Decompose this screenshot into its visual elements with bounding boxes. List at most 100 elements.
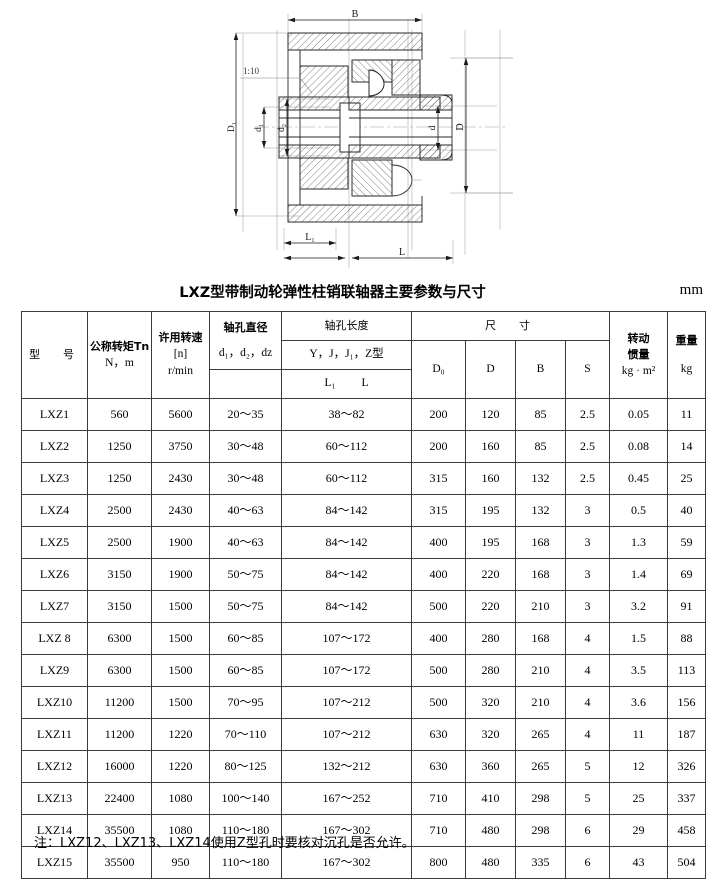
cell-torque: 35500 <box>87 814 152 847</box>
header-inertia-line2: 惯量 <box>627 347 650 361</box>
table-title-row: LXZ型带制动轮弹性柱销联轴器主要参数与尺寸 mm <box>0 281 725 307</box>
cell-bore_dia: 30～48 <box>209 430 282 463</box>
cell-model: LXZ15 <box>21 846 88 879</box>
cell-D0: 200 <box>411 430 466 463</box>
cell-D: 360 <box>465 750 516 783</box>
cell-D0: 710 <box>411 814 466 847</box>
header-moment-of-inertia: 转动 惯量 kg · m² <box>609 311 668 399</box>
cell-D: 160 <box>465 462 516 495</box>
cell-bore_len: 107～212 <box>281 686 412 719</box>
cell-weight: 88 <box>667 622 706 655</box>
cell-inertia: 0.05 <box>609 398 668 431</box>
table-row: LXZ2 1250 3750 30～48 60～112 200 160 85 2.5 0.08 14 <box>21 430 706 463</box>
cell-model: LXZ2 <box>21 430 88 463</box>
cell-speed: 1500 <box>151 590 210 623</box>
cell-speed: 3750 <box>151 430 210 463</box>
cell-inertia: 0.45 <box>609 462 668 495</box>
header-weight-unit: kg <box>680 362 693 375</box>
cell-inertia: 25 <box>609 782 668 815</box>
coupling-spec-table: 型 号 公称转矩Tn N，m 许用转速 [n] r/min 轴孔直径 d₁，d₂… <box>21 311 706 879</box>
cell-D0: 800 <box>411 846 466 879</box>
cell-D0: 200 <box>411 398 466 431</box>
table-row: LXZ9 6300 1500 60～85 107～172 500 280 210 4 3.5 113 <box>21 654 706 687</box>
cell-inertia: 1.3 <box>609 526 668 559</box>
page-title: LXZ型带制动轮弹性柱销联轴器主要参数与尺寸 <box>179 285 486 301</box>
header-S: S <box>565 340 610 399</box>
cell-speed: 1500 <box>151 686 210 719</box>
header-row-bottom: L₁ L <box>22 369 706 399</box>
cell-torque: 1250 <box>87 430 152 463</box>
dim-label-L: L <box>399 247 405 258</box>
cell-speed: 1500 <box>151 622 210 655</box>
cell-bore_dia: 40～63 <box>209 526 282 559</box>
cell-bore_dia: 100～140 <box>209 782 282 815</box>
cell-speed: 1900 <box>151 558 210 591</box>
header-weight: 重量 kg <box>667 311 706 399</box>
cell-model: LXZ4 <box>21 494 88 527</box>
coupling-technical-drawing: B D₁ d₁ d₂ d D 1: <box>0 0 725 278</box>
cell-model: LXZ1 <box>21 398 88 431</box>
cell-model: LXZ12 <box>21 750 88 783</box>
cell-D0: 400 <box>411 558 466 591</box>
table-row: LXZ15 35500 950 110～180 167～302 800 480 335 6 43 5… <box>21 846 706 879</box>
cell-model: LXZ10 <box>21 686 88 719</box>
cell-bore_dia: 80～125 <box>209 750 282 783</box>
cell-D: 480 <box>465 814 516 847</box>
cell-bore_len: 60～112 <box>281 430 412 463</box>
cell-bore_len: 38～82 <box>281 398 412 431</box>
header-bore-length: 轴孔长度 <box>281 311 412 341</box>
cell-speed: 1220 <box>151 750 210 783</box>
cell-bore_len: 107～172 <box>281 654 412 687</box>
cell-speed: 2430 <box>151 494 210 527</box>
table-header: 型 号 公称转矩Tn N，m 许用转速 [n] r/min 轴孔直径 d₁，d₂… <box>21 311 706 399</box>
cell-inertia: 1.4 <box>609 558 668 591</box>
cell-weight: 337 <box>667 782 706 815</box>
cell-D0: 400 <box>411 622 466 655</box>
header-allowable-speed-bracket: [n] <box>173 348 188 361</box>
cell-D0: 500 <box>411 686 466 719</box>
header-L: L <box>361 377 369 390</box>
cell-bore_dia: 70～110 <box>209 718 282 751</box>
cell-inertia: 11 <box>609 718 668 751</box>
taper-label: 1:10 <box>243 66 260 76</box>
cell-model: LXZ6 <box>21 558 88 591</box>
cell-bore_dia: 60～85 <box>209 622 282 655</box>
cell-D: 120 <box>465 398 516 431</box>
cell-model: LXZ13 <box>21 782 88 815</box>
table-row: LXZ10 11200 1500 70～95 107～212 500 320 210 4 3.6 1… <box>21 686 706 719</box>
cell-D0: 630 <box>411 750 466 783</box>
cell-weight: 113 <box>667 654 706 687</box>
cell-S: 4 <box>565 622 610 655</box>
cell-speed: 2430 <box>151 462 210 495</box>
cell-model: LXZ 8 <box>21 622 88 655</box>
table-row: LXZ3 1250 2430 30～48 60～112 315 160 132 2.5 0.45 2… <box>21 462 706 495</box>
cell-speed: 1500 <box>151 654 210 687</box>
cell-speed: 1220 <box>151 718 210 751</box>
cell-D: 195 <box>465 526 516 559</box>
cell-D: 160 <box>465 430 516 463</box>
header-nominal-torque: 公称转矩Tn N，m <box>87 311 152 399</box>
cell-model: LXZ7 <box>21 590 88 623</box>
cell-B: 210 <box>515 654 566 687</box>
cell-bore_dia: 110～180 <box>209 814 282 847</box>
coupling-section-drawing-svg: B D₁ d₁ d₂ d D 1: <box>227 9 513 268</box>
cell-S: 6 <box>565 814 610 847</box>
header-bore-length-L1-L: L₁ L <box>281 369 412 399</box>
cell-torque: 2500 <box>87 494 152 527</box>
cell-D0: 315 <box>411 462 466 495</box>
cell-bore_len: 167～252 <box>281 782 412 815</box>
cell-weight: 458 <box>667 814 706 847</box>
table-row: LXZ7 3150 1500 50～75 84～142 500 220 210 3 3.2 91 <box>21 590 706 623</box>
table-row: LXZ12 16000 1220 80～125 132～212 630 360 265 5 12 3… <box>21 750 706 783</box>
cell-B: 298 <box>515 814 566 847</box>
cell-B: 335 <box>515 846 566 879</box>
header-bore-diameter: 轴孔直径 d₁，d₂，dz <box>209 311 282 370</box>
cell-bore_dia: 50～75 <box>209 558 282 591</box>
table-row: LXZ5 2500 1900 40～63 84～142 400 195 168 3 1.3 59 <box>21 526 706 559</box>
cell-weight: 69 <box>667 558 706 591</box>
table-row: LXZ6 3150 1900 50～75 84～142 400 220 168 3 1.4 69 <box>21 558 706 591</box>
cell-inertia: 0.08 <box>609 430 668 463</box>
cell-weight: 156 <box>667 686 706 719</box>
cell-bore_len: 167～302 <box>281 846 412 879</box>
cell-torque: 1250 <box>87 462 152 495</box>
